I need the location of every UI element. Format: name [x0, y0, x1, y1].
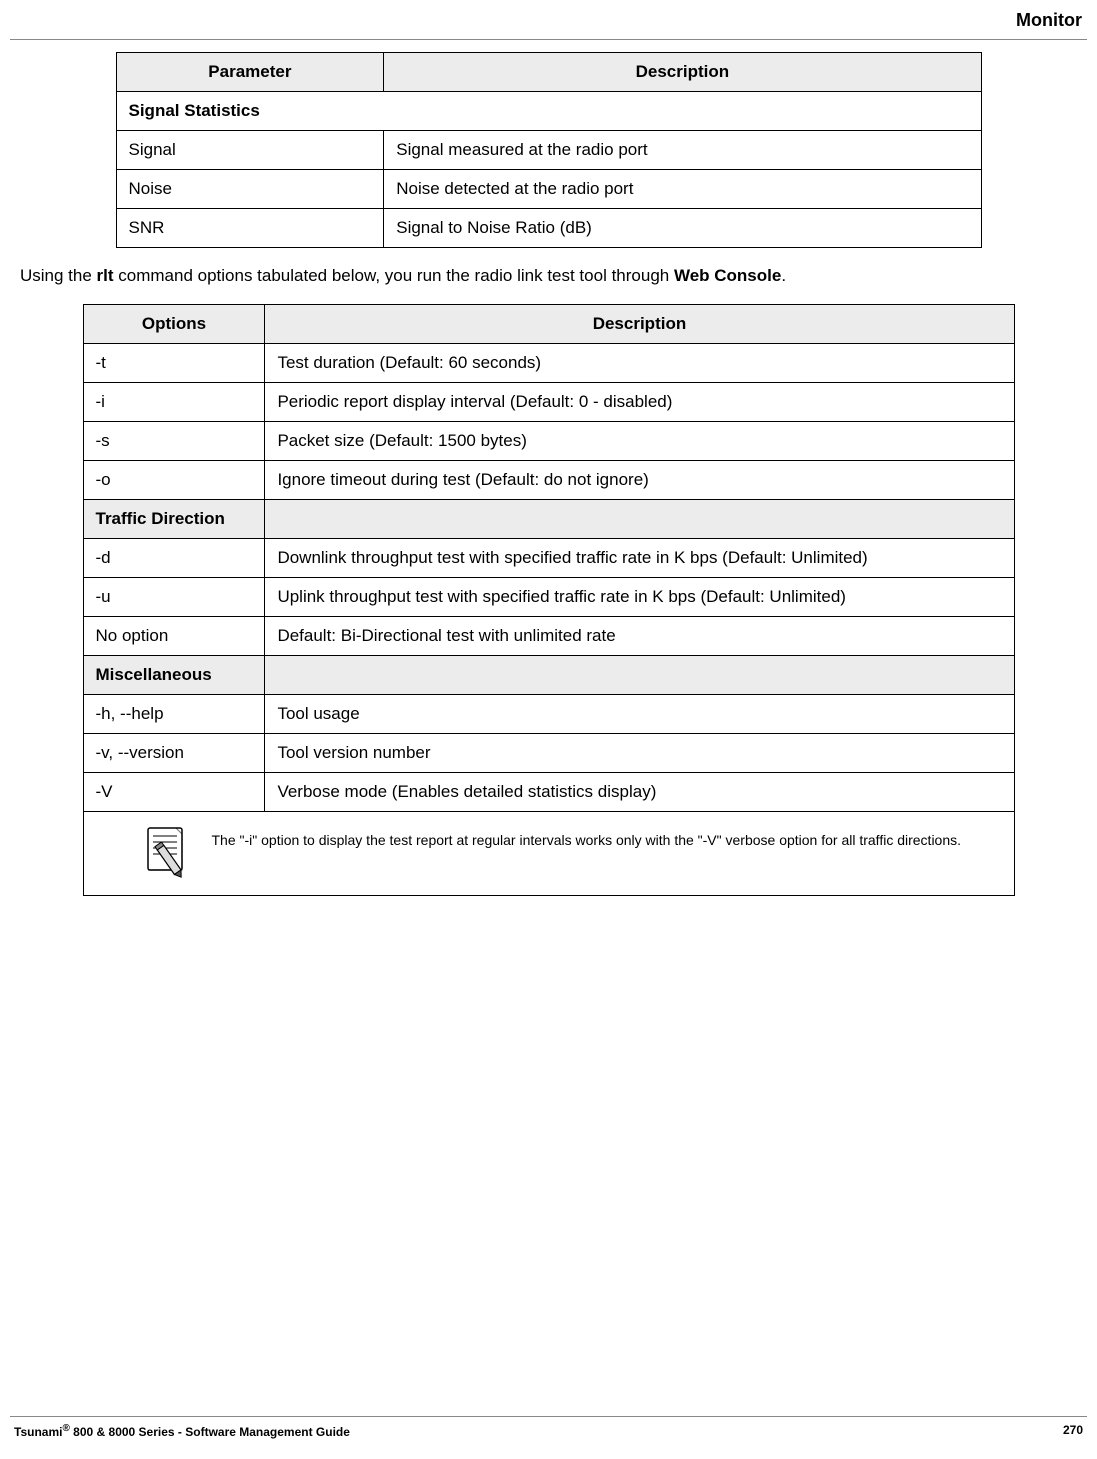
empty-cell	[265, 500, 1014, 539]
table-row: -h, --help Tool usage	[83, 695, 1014, 734]
intro-paragraph: Using the rlt command options tabulated …	[20, 266, 1077, 286]
table-row: -s Packet size (Default: 1500 bytes)	[83, 422, 1014, 461]
footer-text: 800 & 8000 Series - Software Management …	[70, 1425, 350, 1439]
cell-opt: -s	[83, 422, 265, 461]
cell-desc: Signal measured at the radio port	[384, 131, 981, 170]
cell-opt: -d	[83, 539, 265, 578]
section-row: Signal Statistics	[116, 92, 981, 131]
table-row: Signal Signal measured at the radio port	[116, 131, 981, 170]
page-body: Monitor Parameter Description Signal Sta…	[0, 0, 1097, 896]
cell-param: SNR	[116, 209, 384, 248]
col-description: Description	[384, 53, 981, 92]
cell-desc: Periodic report display interval (Defaul…	[265, 383, 1014, 422]
cell-desc: Signal to Noise Ratio (dB)	[384, 209, 981, 248]
col-description: Description	[265, 305, 1014, 344]
page-number: 270	[1063, 1423, 1083, 1439]
cell-opt: -i	[83, 383, 265, 422]
note-row: The "-i" option to display the test repo…	[83, 812, 1014, 896]
cell-desc: Packet size (Default: 1500 bytes)	[265, 422, 1014, 461]
col-options: Options	[83, 305, 265, 344]
table-row: SNR Signal to Noise Ratio (dB)	[116, 209, 981, 248]
cell-param: Noise	[116, 170, 384, 209]
cell-desc: Default: Bi-Directional test with unlimi…	[265, 617, 1014, 656]
table-header-row: Options Description	[83, 305, 1014, 344]
cell-param: Signal	[116, 131, 384, 170]
cell-desc: Verbose mode (Enables detailed statistic…	[265, 773, 1014, 812]
table-row: -d Downlink throughput test with specifi…	[83, 539, 1014, 578]
text: command options tabulated below, you run…	[114, 266, 674, 285]
footer-divider	[10, 1416, 1087, 1417]
col-parameter: Parameter	[116, 53, 384, 92]
table-row: -u Uplink throughput test with specified…	[83, 578, 1014, 617]
empty-cell	[265, 656, 1014, 695]
table-row: -i Periodic report display interval (Def…	[83, 383, 1014, 422]
table-row: Noise Noise detected at the radio port	[116, 170, 981, 209]
section-row: Miscellaneous	[83, 656, 1014, 695]
signal-statistics-table: Parameter Description Signal Statistics …	[116, 52, 982, 248]
section-row: Traffic Direction	[83, 500, 1014, 539]
note-text: The "-i" option to display the test repo…	[212, 822, 962, 854]
cell-desc: Tool version number	[265, 734, 1014, 773]
cell-opt: -u	[83, 578, 265, 617]
rlt-options-table: Options Description -t Test duration (De…	[83, 304, 1015, 896]
page-header-title: Monitor	[10, 10, 1087, 39]
section-label: Traffic Direction	[83, 500, 265, 539]
cell-desc: Noise detected at the radio port	[384, 170, 981, 209]
note-cell: The "-i" option to display the test repo…	[83, 812, 1014, 896]
cell-desc: Tool usage	[265, 695, 1014, 734]
note-icon	[138, 824, 194, 885]
cell-opt: -o	[83, 461, 265, 500]
cell-opt: No option	[83, 617, 265, 656]
section-label: Signal Statistics	[116, 92, 981, 131]
table-row: No option Default: Bi-Directional test w…	[83, 617, 1014, 656]
table-row: -t Test duration (Default: 60 seconds)	[83, 344, 1014, 383]
cell-desc: Downlink throughput test with specified …	[265, 539, 1014, 578]
cell-opt: -v, --version	[83, 734, 265, 773]
footer-left: Tsunami® 800 & 8000 Series - Software Ma…	[14, 1423, 350, 1439]
footer-text: Tsunami	[14, 1425, 62, 1439]
cell-desc: Uplink throughput test with specified tr…	[265, 578, 1014, 617]
table-row: -V Verbose mode (Enables detailed statis…	[83, 773, 1014, 812]
note-wrap: The "-i" option to display the test repo…	[98, 822, 1000, 885]
cell-opt: -V	[83, 773, 265, 812]
table-row: -o Ignore timeout during test (Default: …	[83, 461, 1014, 500]
cell-desc: Test duration (Default: 60 seconds)	[265, 344, 1014, 383]
text: .	[781, 266, 786, 285]
bold-text: rlt	[97, 266, 114, 285]
cell-opt: -h, --help	[83, 695, 265, 734]
cell-desc: Ignore timeout during test (Default: do …	[265, 461, 1014, 500]
cell-opt: -t	[83, 344, 265, 383]
bold-text: Web Console	[674, 266, 781, 285]
section-label: Miscellaneous	[83, 656, 265, 695]
text: Using the	[20, 266, 97, 285]
table-header-row: Parameter Description	[116, 53, 981, 92]
header-divider	[10, 39, 1087, 40]
table-row: -v, --version Tool version number	[83, 734, 1014, 773]
page-footer: Tsunami® 800 & 8000 Series - Software Ma…	[0, 1416, 1097, 1459]
footer-row: Tsunami® 800 & 8000 Series - Software Ma…	[10, 1423, 1087, 1459]
